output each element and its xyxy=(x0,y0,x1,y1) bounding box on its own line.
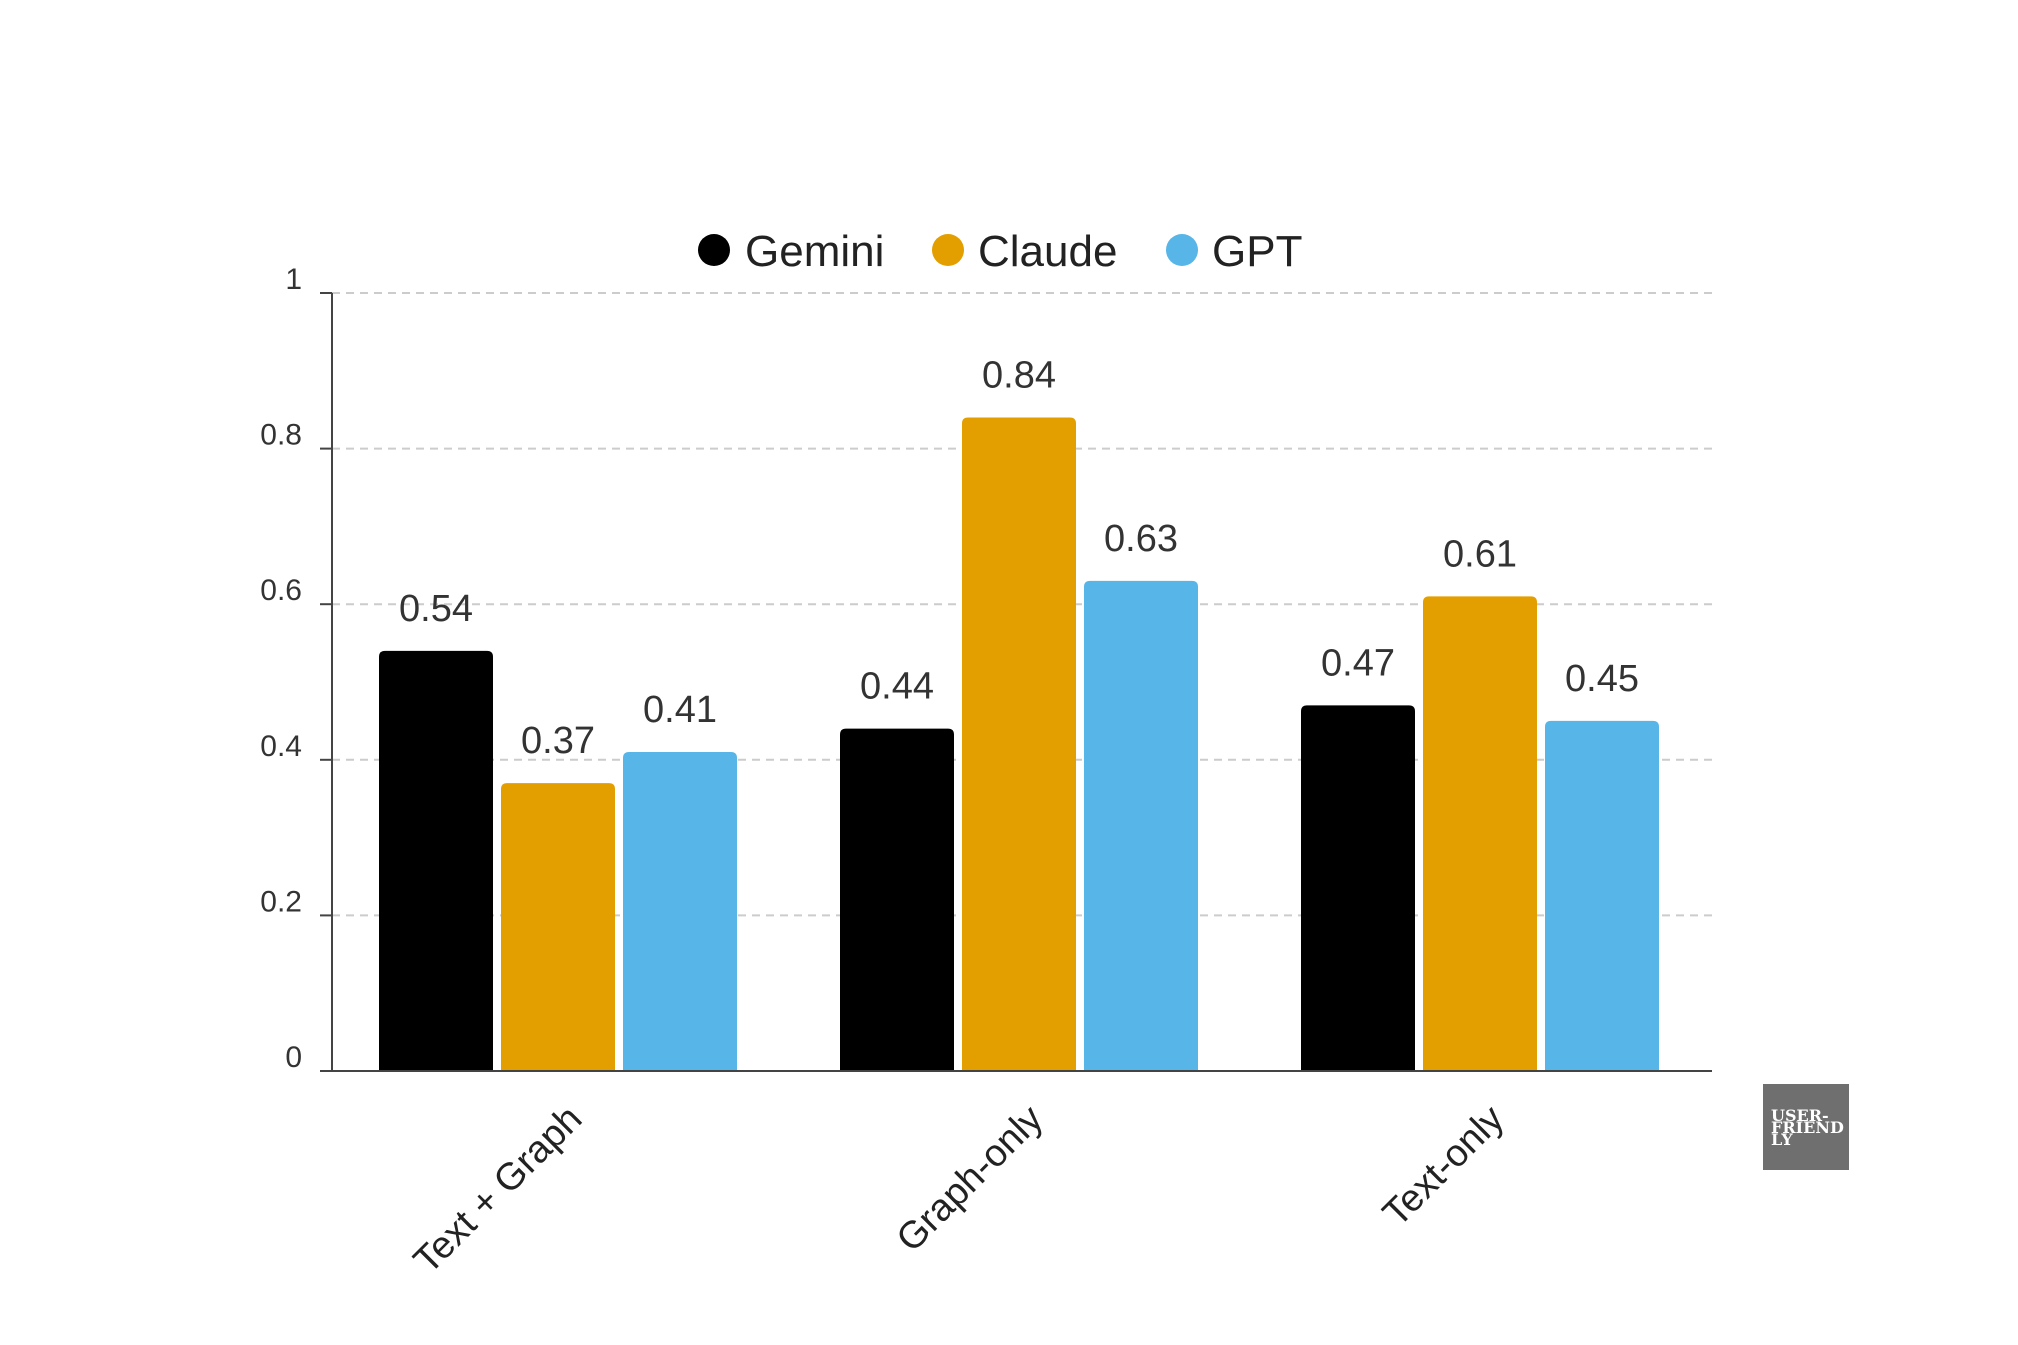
bar-gpt-2 xyxy=(1084,580,1198,1071)
y-axis: 0 0.2 0.4 0.6 0.8 1 xyxy=(260,263,333,1074)
data-label: 0.54 xyxy=(399,588,473,630)
data-label: 0.63 xyxy=(1104,518,1178,560)
logo-text-line: USER- xyxy=(1771,1106,1829,1125)
y-tick-label: 0.4 xyxy=(260,730,302,763)
data-label: 0.44 xyxy=(860,666,934,708)
legend-label-claude: Claude xyxy=(978,227,1117,276)
y-tick-label: 0.8 xyxy=(260,419,302,452)
x-axis: Text + Graph Graph-only Text-only xyxy=(332,1070,1712,1282)
legend-label-gpt: GPT xyxy=(1212,227,1302,276)
logo-text-line: LY xyxy=(1771,1130,1793,1149)
legend: Gemini Claude GPT xyxy=(698,227,1302,276)
bar-gemini-3 xyxy=(1301,705,1415,1071)
y-tick-label: 0 xyxy=(285,1041,302,1074)
y-tick-label: 0.6 xyxy=(260,574,302,607)
legend-label-gemini: Gemini xyxy=(745,227,884,276)
data-label: 0.47 xyxy=(1321,642,1395,684)
bar-gemini-2 xyxy=(840,728,954,1071)
bar-gemini-1 xyxy=(379,650,493,1071)
bar-claude-2 xyxy=(962,417,1076,1072)
data-label: 0.41 xyxy=(643,689,717,731)
logo-badge xyxy=(1763,1084,1849,1170)
data-labels: 0.54 0.44 0.47 0.37 0.84 0.61 0.41 0.63 0.45 xyxy=(399,354,1639,762)
data-label: 0.45 xyxy=(1565,658,1639,700)
legend-marker-gpt xyxy=(1166,234,1198,266)
x-category-label: Text + Graph xyxy=(406,1098,590,1282)
bar-gpt-1 xyxy=(623,752,737,1071)
x-category-label: Graph-only xyxy=(889,1098,1052,1261)
data-label: 0.37 xyxy=(521,720,595,762)
bar-claude-1 xyxy=(501,783,615,1071)
bar-claude-3 xyxy=(1423,596,1537,1071)
x-category-label: Text-only xyxy=(1375,1098,1512,1235)
y-tick-label: 0.2 xyxy=(260,885,302,918)
legend-marker-claude xyxy=(932,234,964,266)
y-tick-label: 1 xyxy=(285,263,302,296)
logo-text-line: FRIEND xyxy=(1771,1118,1844,1137)
legend-marker-gemini xyxy=(698,234,730,266)
bar-gpt-3 xyxy=(1545,720,1659,1071)
bars xyxy=(379,417,1659,1072)
data-label: 0.61 xyxy=(1443,533,1517,575)
data-label: 0.84 xyxy=(982,354,1056,396)
